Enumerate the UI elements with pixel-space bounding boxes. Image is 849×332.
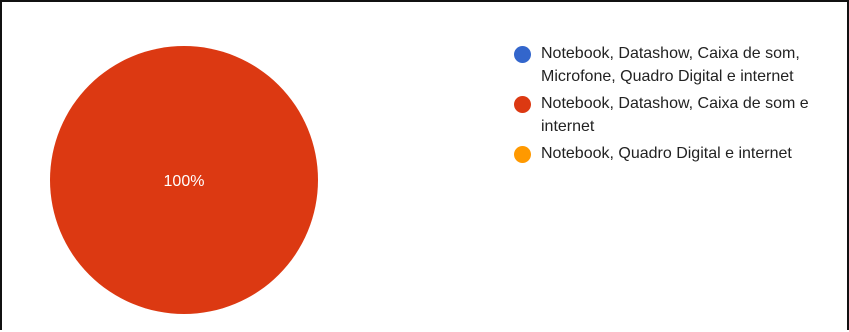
legend-item[interactable]: Notebook, Datashow, Caixa de som e inter… (514, 92, 834, 138)
legend-swatch-icon (514, 146, 531, 163)
legend-item[interactable]: Notebook, Datashow, Caixa de som, Microf… (514, 42, 834, 88)
legend-item[interactable]: Notebook, Quadro Digital e internet (514, 142, 834, 165)
legend: Notebook, Datashow, Caixa de som, Microf… (514, 42, 834, 169)
pie-slice[interactable] (50, 46, 318, 314)
slice-data-label: 100% (164, 173, 205, 190)
legend-swatch-icon (514, 46, 531, 63)
legend-label: Notebook, Datashow, Caixa de som e inter… (541, 95, 809, 135)
legend-swatch-icon (514, 96, 531, 113)
legend-label: Notebook, Datashow, Caixa de som, Microf… (541, 45, 800, 85)
legend-label: Notebook, Quadro Digital e internet (541, 145, 792, 162)
